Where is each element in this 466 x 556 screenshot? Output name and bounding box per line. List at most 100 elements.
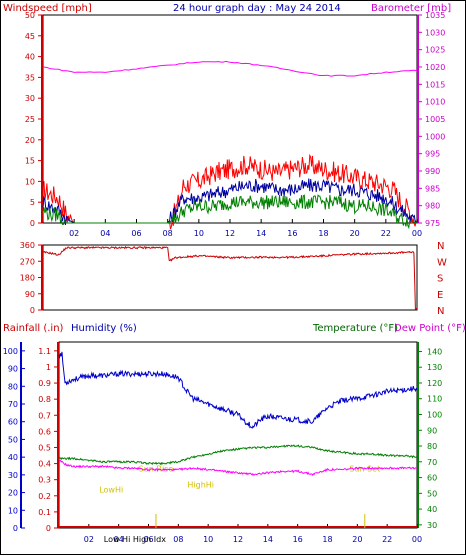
barometer-tick-label: 1020	[425, 63, 445, 72]
annotation-label: HighHi	[187, 480, 214, 489]
x-tick-label: 16	[293, 535, 303, 544]
barometer-tick-label: 1025	[425, 46, 445, 55]
temperature-tick-label: 50	[427, 489, 437, 498]
windspeed-tick-label: 20	[25, 136, 35, 145]
humidity-tick-label: 30	[8, 471, 18, 480]
humidity-tick-label: 90	[8, 365, 18, 374]
temperature-tick-label: 120	[427, 379, 442, 388]
windspeed-tick-label: 15	[25, 157, 35, 166]
x-tick-label: 18	[322, 535, 332, 544]
series-line-humidity	[58, 351, 418, 429]
humidity-tick-label: 50	[8, 435, 18, 444]
windspeed-tick-label: 0	[30, 219, 35, 228]
windspeed-tick-label: 30	[25, 94, 35, 103]
temperature-tick-label: 70	[427, 458, 437, 467]
series-line-dew-point	[58, 459, 418, 477]
x-tick-label: 20	[350, 229, 360, 238]
barometer-tick-label: 1005	[425, 115, 445, 124]
windspeed-tick-label: 50	[25, 11, 35, 20]
temperature-tick-label: 40	[427, 505, 437, 514]
barometer-tick-label: 1035	[425, 11, 445, 20]
direction-tick-label: 360	[20, 241, 35, 250]
barometer-tick-label: 1030	[425, 28, 445, 37]
temperature-tick-label: 100	[427, 411, 442, 420]
x-tick-label: 20	[352, 535, 362, 544]
rain-tick-label: 0.8	[38, 395, 51, 404]
annotation-label: Sun Set	[349, 464, 380, 473]
x-tick-label: 14	[263, 535, 273, 544]
barometer-tick-label: 980	[425, 202, 440, 211]
x-tick-label: 04	[114, 535, 124, 544]
x-tick-label: 02	[69, 229, 79, 238]
humidity-tick-label: 40	[8, 453, 18, 462]
humidity-plot-frame	[58, 341, 418, 529]
windspeed-tick-label: 25	[25, 115, 35, 124]
rain-tick-label: 0.1	[38, 508, 51, 517]
direction-tick-label: 180	[20, 274, 35, 283]
temperature-tick-label: 30	[427, 521, 437, 530]
barometer-tick-label: 975	[425, 219, 440, 228]
compass-label: S	[437, 274, 443, 285]
x-tick-label: 02	[84, 535, 94, 544]
rain-tick-label: 0.4	[38, 460, 51, 469]
x-tick-label: 08	[173, 535, 183, 544]
x-tick-label: 00	[412, 535, 422, 544]
x-tick-label: 12	[233, 535, 243, 544]
compass-label: N	[437, 241, 444, 252]
windspeed-tick-label: 40	[25, 53, 35, 62]
rain-tick-label: 0	[46, 524, 51, 533]
plot-area-frame	[42, 14, 418, 224]
windspeed-tick-label: 35	[25, 73, 35, 82]
temperature-tick-label: 140	[427, 347, 442, 356]
temperature-tick-label: 90	[427, 426, 437, 435]
rain-tick-label: 0.3	[38, 476, 51, 485]
humidity-axis-label: Humidity (%)	[71, 323, 137, 334]
x-tick-label: 08	[163, 229, 173, 238]
temperature-tick-label: 60	[427, 474, 437, 483]
x-tick-label: 10	[194, 229, 204, 238]
rain-tick-label: 1	[46, 363, 51, 372]
x-tick-label: 12	[225, 229, 235, 238]
x-tick-label: 10	[203, 535, 213, 544]
x-tick-label: 00	[412, 229, 422, 238]
windspeed-axis-label: Windspeed [mph]	[3, 3, 92, 14]
temperature-tick-label: 110	[427, 395, 442, 404]
rain-tick-label: 1.1	[38, 347, 51, 356]
compass-label: N	[437, 306, 444, 317]
humidity-tick-label: 20	[8, 489, 18, 498]
humidity-temperature-panel: 010203040506070809010000.10.20.30.40.50.…	[3, 341, 442, 544]
series-line-2	[42, 194, 418, 230]
compass-label: W	[437, 257, 447, 268]
x-tick-label: 16	[287, 229, 297, 238]
windspeed-tick-label: 5	[30, 198, 35, 207]
series-line-0	[42, 153, 418, 230]
dew-point-axis-label: Dew Point (°F)	[394, 323, 466, 334]
direction-tick-label: 90	[25, 290, 35, 299]
temperature-tick-label: 130	[427, 363, 442, 372]
humidity-tick-label: 70	[8, 400, 18, 409]
temperature-axis-label: Temperature (°F)	[312, 323, 398, 334]
rain-tick-label: 0.7	[38, 411, 51, 420]
barometer-tick-label: 985	[425, 184, 440, 193]
direction-tick-label: 270	[20, 257, 35, 266]
barometer-axis-label: Barometer [mb]	[371, 3, 451, 14]
barometer-tick-label: 1000	[425, 132, 445, 141]
rain-tick-label: 0.6	[38, 427, 51, 436]
x-tick-label: 18	[318, 229, 328, 238]
hi-index-label: Low Hi High Idx	[104, 535, 166, 544]
rain-tick-label: 0.9	[38, 379, 51, 388]
humidity-tick-label: 80	[8, 382, 18, 391]
x-tick-label: 14	[256, 229, 266, 238]
temperature-tick-label: 80	[427, 442, 437, 451]
humidity-tick-label: 0	[13, 524, 18, 533]
barometer-tick-label: 1010	[425, 98, 445, 107]
humidity-tick-label: 10	[8, 506, 18, 515]
humidity-tick-label: 100	[3, 347, 18, 356]
humidity-tick-label: 60	[8, 418, 18, 427]
rain-tick-label: 0.5	[38, 443, 51, 452]
barometer-tick-label: 1015	[425, 80, 445, 89]
compass-label: E	[437, 290, 443, 301]
